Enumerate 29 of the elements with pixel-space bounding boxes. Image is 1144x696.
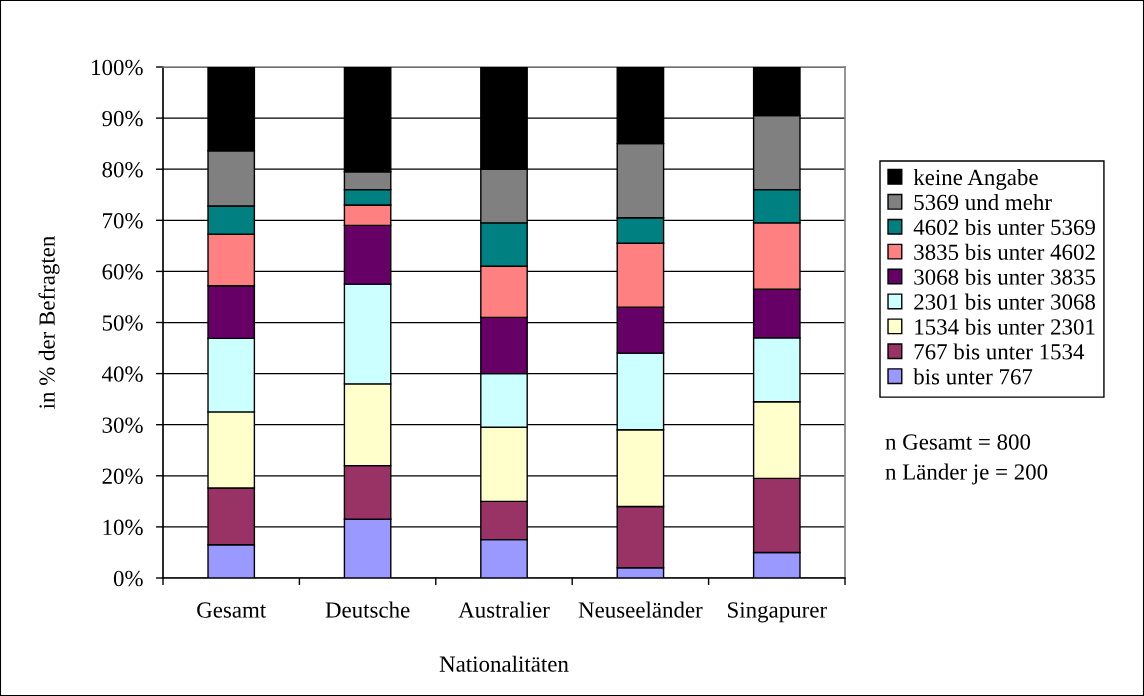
x-tick-label: Gesamt — [197, 602, 267, 618]
legend-label: 4602 bis unter 5369 — [913, 218, 1095, 236]
x-tick-label: Singapurer — [728, 602, 827, 623]
y-tick-label: 100% — [92, 59, 143, 76]
y-tick-label: 50% — [102, 315, 143, 331]
legend-label: 2301 bis unter 3068 — [914, 293, 1096, 310]
y-tick-label: 30% — [102, 417, 143, 433]
legend-label: bis unter 767 — [913, 368, 1033, 385]
y-tick-label: 60% — [102, 264, 143, 280]
text: n Länder je = 200 — [885, 463, 1048, 485]
legend-label: 3835 bis unter 4602 — [914, 243, 1095, 260]
x-tick-label: Australier — [458, 601, 550, 618]
y-tick-label: 10% — [103, 519, 143, 536]
y-tick-label: 0% — [113, 570, 143, 587]
legend-label: 5369 und mehr — [914, 193, 1052, 211]
legend-label: keine Angabe — [913, 169, 1038, 190]
legend-label: 767 bis unter 1534 — [914, 343, 1085, 360]
y-tick-label: 70% — [103, 213, 143, 229]
y-tick-label: 40% — [102, 366, 143, 382]
y-tick-label: 20% — [102, 468, 143, 485]
x-axis-title: Nationalitäten — [439, 655, 569, 672]
text: n Gesamt = 800 — [885, 434, 1031, 450]
y-tick-label: 80% — [102, 161, 143, 178]
legend-label: 3068 bis unter 3835 — [914, 268, 1096, 285]
y-tick-label: 90% — [102, 110, 143, 127]
y-axis-title: in % der Befragten — [38, 235, 60, 409]
x-tick-label: Neuseeländer — [578, 601, 703, 618]
legend-label: 1534 bis unter 2301 — [915, 318, 1095, 335]
x-tick-label: Deutsche — [325, 601, 410, 618]
